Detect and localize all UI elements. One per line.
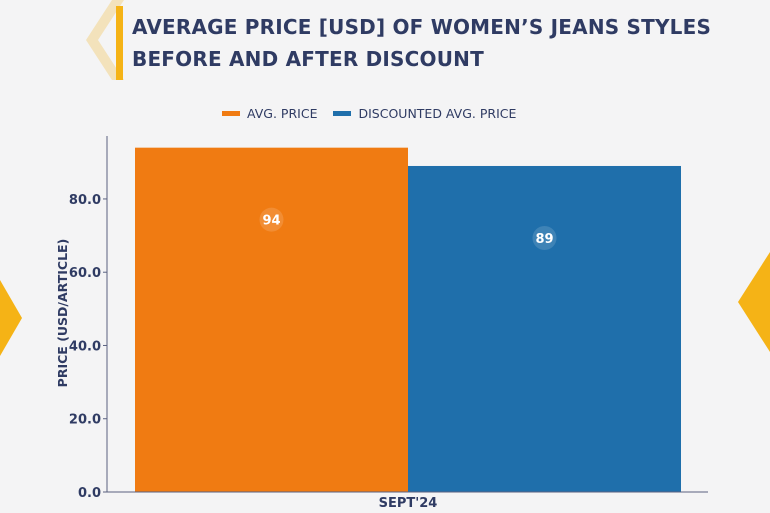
x-tick-label: SEPT'24 — [379, 496, 438, 511]
left-chevron-decoration — [0, 280, 22, 356]
chart-legend: AVG. PRICE DISCOUNTED AVG. PRICE — [222, 104, 532, 122]
data-label-2: 89 — [535, 232, 553, 247]
y-axis-title: PRICE (USD/ARTICLE) — [55, 239, 70, 388]
legend-swatch-discounted — [333, 110, 352, 116]
y-tick-label: 60.0 — [69, 266, 101, 281]
chart-header: AVERAGE PRICE [USD] OF WOMEN’S JEANS STY… — [116, 6, 756, 80]
data-label-1: 94 — [262, 214, 280, 229]
y-tick-label: 40.0 — [69, 339, 101, 354]
legend-item-discounted: DISCOUNTED AVG. PRICE — [333, 106, 516, 121]
header-chevron-decoration — [86, 0, 124, 80]
y-tick-label: 0.0 — [78, 486, 101, 501]
legend-label-discounted: DISCOUNTED AVG. PRICE — [358, 105, 517, 121]
right-chevron-decoration — [738, 252, 770, 352]
chart-title: AVERAGE PRICE [USD] OF WOMEN’S JEANS STY… — [132, 15, 712, 71]
data-label-badge-2 — [532, 225, 557, 250]
bar-discounted-avg-price — [408, 165, 681, 492]
y-tick-label: 80.0 — [69, 193, 101, 208]
header-accent-bar — [116, 6, 123, 80]
bar-avg-price — [135, 147, 408, 493]
legend-label-avg-price: AVG. PRICE — [247, 105, 318, 121]
y-tick-label: 20.0 — [69, 413, 101, 428]
data-label-badge-1 — [259, 207, 284, 232]
legend-swatch-avg-price — [222, 110, 240, 116]
legend-item-avg-price: AVG. PRICE — [222, 106, 317, 121]
